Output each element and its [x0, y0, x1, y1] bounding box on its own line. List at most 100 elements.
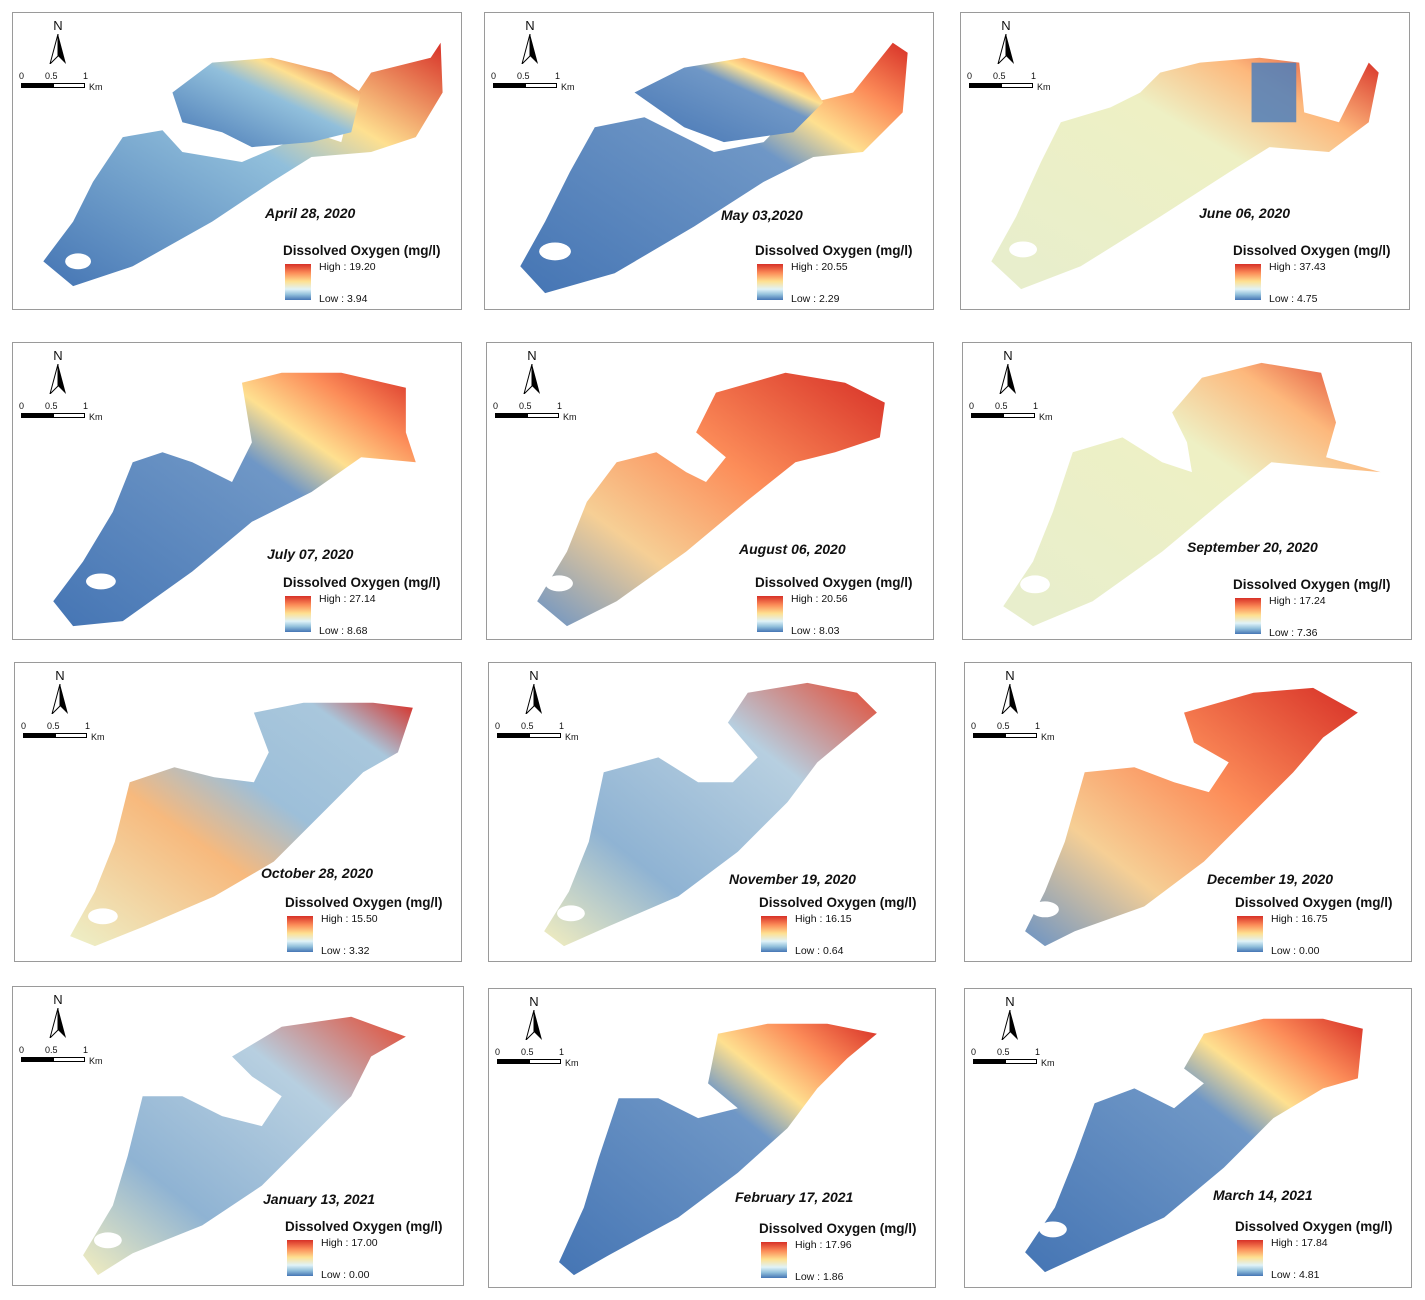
- north-label: N: [527, 348, 537, 363]
- legend-high: High : 15.50: [321, 913, 378, 925]
- north-label: N: [1005, 668, 1015, 683]
- scale-tick: 0.5: [45, 401, 58, 411]
- panel-date: April 28, 2020: [265, 205, 356, 221]
- scale-segment: [55, 733, 87, 738]
- scale-unit: Km: [1041, 732, 1055, 742]
- scale-tick: 0.5: [517, 71, 530, 81]
- legend-high: High : 17.00: [321, 1237, 378, 1249]
- scale-tick: 1: [557, 401, 563, 411]
- scale-tick: 0.5: [997, 721, 1010, 731]
- scale-segment: [969, 83, 1001, 88]
- map-panel-12: N 0 0.5 1 Km March 14, 2021 Dissolved Ox…: [964, 988, 1412, 1288]
- map-panel-5: N 0 0.5 1 Km August 06, 2020 Dissolved O…: [486, 342, 934, 640]
- scale-tick: 0: [967, 71, 973, 81]
- scale-segment: [495, 413, 527, 418]
- north-arrow: N: [521, 669, 547, 714]
- panel-date: August 06, 2020: [739, 541, 846, 557]
- legend-title: Dissolved Oxygen (mg/l): [1233, 243, 1391, 258]
- north-label: N: [53, 348, 63, 363]
- panel-date: November 19, 2020: [729, 871, 856, 887]
- north-label: N: [1005, 994, 1015, 1009]
- lake-shape: [537, 372, 885, 627]
- legend-title: Dissolved Oxygen (mg/l): [283, 243, 441, 258]
- legend: Dissolved Oxygen (mg/l) High : 16.75 Low…: [1235, 895, 1411, 961]
- north-arrow: N: [993, 19, 1019, 64]
- scale-segment: [1005, 1059, 1037, 1064]
- map-panel-2: N 0 0.5 1 Km May 03,2020 Dissolved Oxyge…: [484, 12, 934, 310]
- lake-shape-north: [634, 57, 824, 143]
- island: [1039, 1221, 1067, 1238]
- north-label: N: [529, 668, 539, 683]
- scale-tick: 0.5: [993, 71, 1006, 81]
- map-panel-9: N 0 0.5 1 Km December 19, 2020 Dissolved…: [964, 662, 1412, 962]
- legend-low: Low : 4.75: [1269, 293, 1318, 305]
- legend-title: Dissolved Oxygen (mg/l): [285, 895, 443, 910]
- lake-map: [1003, 362, 1381, 627]
- island: [86, 573, 116, 590]
- scale-tick: 1: [1035, 721, 1041, 731]
- map-panel-6: N 0 0.5 1 Km September 20, 2020 Dissolve…: [962, 342, 1412, 640]
- scale-tick: 0: [19, 401, 25, 411]
- scale-unit: Km: [89, 1056, 103, 1066]
- scale-segment: [1003, 413, 1035, 418]
- scale-unit: Km: [1041, 1058, 1055, 1068]
- legend-low: Low : 1.86: [795, 1271, 844, 1283]
- scale-tick: 0: [971, 721, 977, 731]
- scale-tick: 1: [1035, 1047, 1041, 1057]
- scale-unit: Km: [561, 82, 575, 92]
- lake-map: [83, 1016, 406, 1276]
- lake-shape: [83, 1016, 406, 1276]
- legend-low: Low : 3.32: [321, 945, 370, 957]
- legend-title: Dissolved Oxygen (mg/l): [283, 575, 441, 590]
- scale-segment: [529, 733, 561, 738]
- scale-tick: 0: [491, 71, 497, 81]
- legend-color-ramp: [287, 916, 313, 952]
- scale-segment: [1005, 733, 1037, 738]
- legend: Dissolved Oxygen (mg/l) High : 17.00 Low…: [285, 1219, 463, 1285]
- lake-shape: [53, 372, 416, 627]
- panel-date: January 13, 2021: [263, 1191, 376, 1207]
- lake-shape: [70, 702, 413, 947]
- scale-tick: 0: [495, 1047, 501, 1057]
- scale-tick: 1: [1031, 71, 1037, 81]
- scale-unit: Km: [89, 82, 103, 92]
- cold-patch: [1251, 62, 1297, 123]
- panel-date: July 07, 2020: [267, 546, 354, 562]
- lake-map: [559, 1023, 877, 1276]
- scale-bar: 0 0.5 1 Km: [971, 1047, 1061, 1071]
- legend-title: Dissolved Oxygen (mg/l): [1235, 895, 1393, 910]
- north-arrow: N: [997, 995, 1023, 1040]
- legend-title: Dissolved Oxygen (mg/l): [759, 895, 917, 910]
- lake-map: [544, 682, 877, 947]
- legend-low: Low : 8.03: [791, 625, 840, 637]
- scale-bar: 0 0.5 1 Km: [495, 1047, 585, 1071]
- legend-color-ramp: [1235, 264, 1261, 300]
- legend-color-ramp: [757, 264, 783, 300]
- legend-title: Dissolved Oxygen (mg/l): [1233, 577, 1391, 592]
- scale-tick: 1: [555, 71, 561, 81]
- scale-segment: [21, 413, 53, 418]
- scale-bar: 0 0.5 1 Km: [493, 401, 583, 425]
- north-arrow-icon: [521, 34, 538, 64]
- panel-date: May 03,2020: [721, 207, 803, 223]
- legend: Dissolved Oxygen (mg/l) High : 15.50 Low…: [285, 895, 461, 961]
- scale-segment: [53, 1057, 85, 1062]
- island: [93, 1232, 122, 1249]
- lake-map: [43, 42, 443, 287]
- scale-tick: 1: [1033, 401, 1039, 411]
- north-arrow-icon: [525, 684, 542, 714]
- lake-shape: [1025, 1018, 1363, 1273]
- legend-high: High : 16.75: [1271, 913, 1328, 925]
- legend-color-ramp: [285, 264, 311, 300]
- legend: Dissolved Oxygen (mg/l) High : 20.55 Low…: [755, 243, 933, 309]
- scale-unit: Km: [565, 732, 579, 742]
- scale-tick: 0.5: [45, 71, 58, 81]
- north-arrow: N: [45, 993, 71, 1038]
- legend: Dissolved Oxygen (mg/l) High : 37.43 Low…: [1233, 243, 1409, 309]
- scale-bar: 0 0.5 1 Km: [19, 71, 109, 95]
- map-panel-1: N 0 0.5 1 Km April 28, 2020 Dissolved Ox…: [12, 12, 462, 310]
- legend-high: High : 20.55: [791, 261, 848, 273]
- legend: Dissolved Oxygen (mg/l) High : 27.14 Low…: [283, 575, 461, 639]
- scale-segment: [493, 83, 525, 88]
- legend-low: Low : 0.00: [321, 1269, 370, 1281]
